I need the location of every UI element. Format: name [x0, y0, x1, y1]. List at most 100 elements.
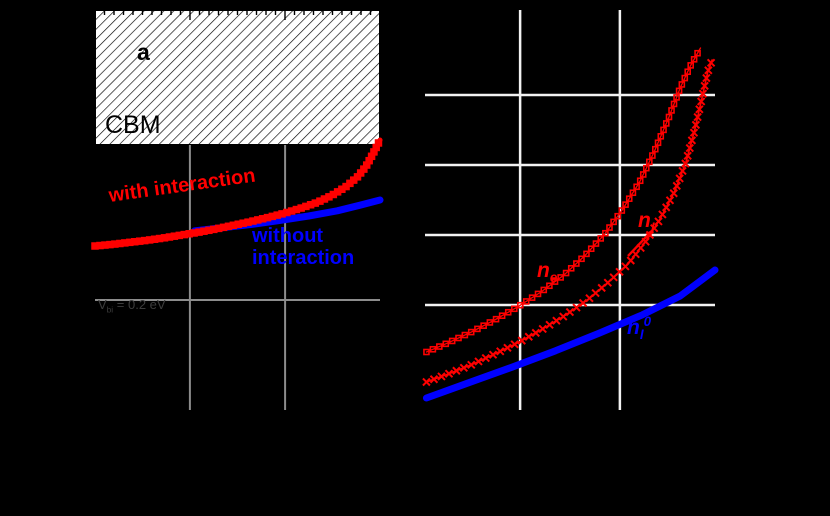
- marker-ne: [654, 217, 663, 226]
- marker-with-interaction: [360, 165, 368, 173]
- marker-ne: [693, 112, 702, 122]
- marker-ne: [510, 340, 519, 349]
- marker-ni: [455, 334, 462, 342]
- marker-ni: [583, 250, 590, 258]
- marker-ne: [687, 136, 697, 145]
- marker-with-interaction: [249, 217, 257, 225]
- marker-with-interaction: [353, 173, 362, 181]
- marker-with-interaction: [214, 224, 223, 233]
- marker-ne: [552, 316, 561, 325]
- marker-with-interaction: [131, 237, 139, 246]
- marker-with-interaction: [190, 229, 198, 237]
- marker-with-interaction: [135, 237, 144, 245]
- marker-ni: [622, 201, 629, 208]
- marker-ni: [480, 322, 487, 329]
- marker-with-interaction: [329, 190, 338, 199]
- chart-b-svg: [422, 10, 719, 410]
- marker-with-interaction: [349, 176, 358, 184]
- marker-ni: [492, 315, 500, 323]
- marker-ne: [665, 196, 675, 205]
- marker-ne: [459, 363, 469, 373]
- marker-with-interaction: [356, 169, 365, 177]
- marker-ne: [503, 343, 512, 353]
- marker-ni: [662, 120, 670, 127]
- marker-ni: [540, 286, 548, 294]
- marker-ne: [669, 189, 678, 198]
- marker-ni: [687, 62, 694, 69]
- marker-with-interaction: [150, 235, 159, 243]
- marker-with-interaction: [224, 222, 233, 231]
- marker-ni: [673, 94, 680, 101]
- marker-ne: [683, 151, 692, 161]
- marker-ni: [694, 49, 701, 57]
- marker-with-interaction: [180, 230, 188, 239]
- marker-ne: [524, 332, 533, 341]
- panel-letter: a: [137, 39, 150, 65]
- marker-ni: [642, 164, 650, 172]
- marker-ne: [467, 360, 476, 370]
- marker-with-interaction: [338, 185, 346, 193]
- marker-ne: [559, 312, 568, 321]
- marker-ni: [670, 100, 678, 108]
- marker-with-interaction: [244, 218, 252, 226]
- marker-with-interaction: [283, 208, 291, 217]
- marker-ne: [696, 97, 706, 106]
- marker-ne: [452, 366, 461, 375]
- marker-ne: [702, 73, 711, 83]
- marker-with-interaction: [140, 236, 149, 245]
- marker-ne: [565, 307, 575, 317]
- marker-with-interaction: [200, 227, 208, 235]
- plot-layer: [422, 10, 719, 410]
- marker-ne: [474, 357, 483, 366]
- marker-with-interaction: [126, 238, 134, 247]
- marker-with-interaction: [205, 226, 213, 235]
- marker-ni: [625, 195, 633, 202]
- marker-ni: [578, 255, 585, 263]
- marker-ni: [668, 107, 675, 114]
- marker-ni: [684, 68, 692, 76]
- marker-ni: [654, 139, 662, 147]
- marker-ni: [442, 340, 450, 348]
- marker-ne: [578, 298, 588, 308]
- chart-a-svg: [91, 9, 384, 410]
- vbi-label: Vbi = 0.2 eV: [98, 297, 166, 315]
- marker-ni: [633, 183, 640, 191]
- marker-ne: [444, 369, 454, 378]
- marker-ne: [488, 350, 498, 359]
- marker-with-interaction: [234, 220, 243, 228]
- marker-with-interaction: [160, 234, 169, 242]
- marker-with-interaction: [311, 199, 320, 207]
- marker-with-interaction: [268, 212, 277, 221]
- marker-with-interaction: [229, 221, 238, 230]
- cbm-label: CBM: [105, 111, 161, 139]
- marker-with-interaction: [170, 232, 179, 240]
- marker-ne: [706, 58, 716, 67]
- marker-ni: [467, 328, 475, 336]
- marker-ne: [545, 320, 554, 330]
- marker-ni: [592, 240, 600, 247]
- marker-ni: [660, 126, 667, 134]
- marker-ne: [496, 347, 505, 356]
- marker-with-interaction: [292, 205, 301, 214]
- marker-ni: [461, 331, 469, 339]
- marker-with-interaction: [342, 182, 350, 191]
- marker-ne: [700, 81, 709, 91]
- ni0-label: nI0: [627, 314, 652, 343]
- marker-with-interaction: [320, 195, 329, 203]
- marker-ne: [685, 143, 694, 153]
- cbm-band: [94, 9, 381, 146]
- marker-with-interaction: [365, 156, 373, 165]
- marker-ne: [678, 166, 687, 176]
- marker-with-interaction: [239, 219, 247, 227]
- marker-ni: [610, 218, 617, 226]
- marker-ne: [704, 66, 713, 75]
- marker-with-interaction: [96, 241, 104, 250]
- marker-ni: [498, 312, 506, 320]
- series-ni0: [422, 266, 719, 402]
- marker-with-interaction: [116, 239, 124, 248]
- marker-ni: [646, 158, 653, 166]
- marker-ne: [538, 324, 547, 334]
- marker-with-interaction: [165, 233, 174, 241]
- marker-ne: [672, 181, 681, 191]
